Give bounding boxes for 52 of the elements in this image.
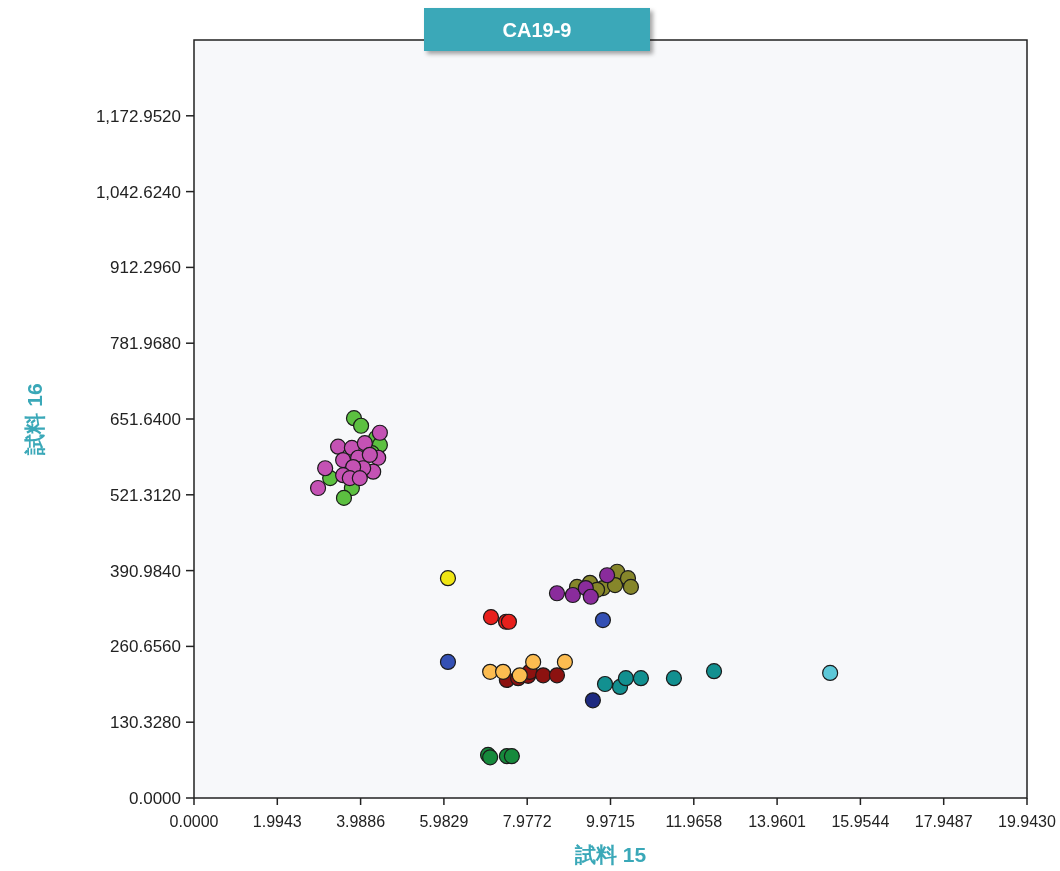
chart-title: CA19-9 [502,19,572,41]
point [351,470,368,487]
point [525,653,542,670]
x-tick-label: 9.9715 [586,813,636,830]
point [482,609,500,626]
point [548,667,566,684]
y-tick-label: 260.6560 [110,637,181,657]
x-tick-label: 13.9601 [748,813,807,830]
point [617,670,634,687]
x-tick-label: 5.9829 [419,813,469,830]
point [352,417,370,434]
point [665,670,683,687]
point [584,692,601,709]
y-axis-title: 試料 16 [23,383,46,456]
y-tick-label: 521.3120 [110,485,181,505]
point [494,663,512,680]
y-tick-label: 1,172.9520 [95,106,181,126]
point [371,424,388,441]
point [317,460,334,477]
point [335,489,353,506]
point [705,663,723,680]
x-tick-label: 0.0000 [169,813,219,830]
point [503,748,520,765]
y-tick-label: 912.2960 [110,258,181,278]
point [822,664,839,682]
y-tick-label: 0.0000 [129,789,181,808]
y-tick-label: 781.9680 [110,334,181,354]
y-tick-label: 390.9840 [110,561,181,581]
point [594,611,612,629]
point [439,570,457,587]
point [599,567,616,584]
point [632,670,650,687]
x-tick-label: 7.9772 [502,813,552,830]
x-tick-label: 15.9544 [831,813,890,830]
point [535,667,552,684]
x-axis-title: 試料 15 [573,843,647,866]
point [596,675,614,693]
y-tick-label: 130.3280 [110,713,181,733]
point [564,586,581,604]
point [548,585,566,602]
x-tick-label: 1.9943 [252,813,302,830]
x-tick-label: 17.9487 [914,813,973,830]
point [556,653,574,670]
point [309,479,327,497]
x-tick-label: 11.9658 [665,813,723,830]
x-tick-label: 19.9430 [998,813,1057,830]
point [439,653,457,670]
point [622,578,639,595]
y-tick-label: 1,042.6240 [95,182,181,202]
y-tick-label: 651.6400 [110,410,181,429]
point [582,588,599,605]
x-tick-label: 3.9886 [336,813,386,830]
